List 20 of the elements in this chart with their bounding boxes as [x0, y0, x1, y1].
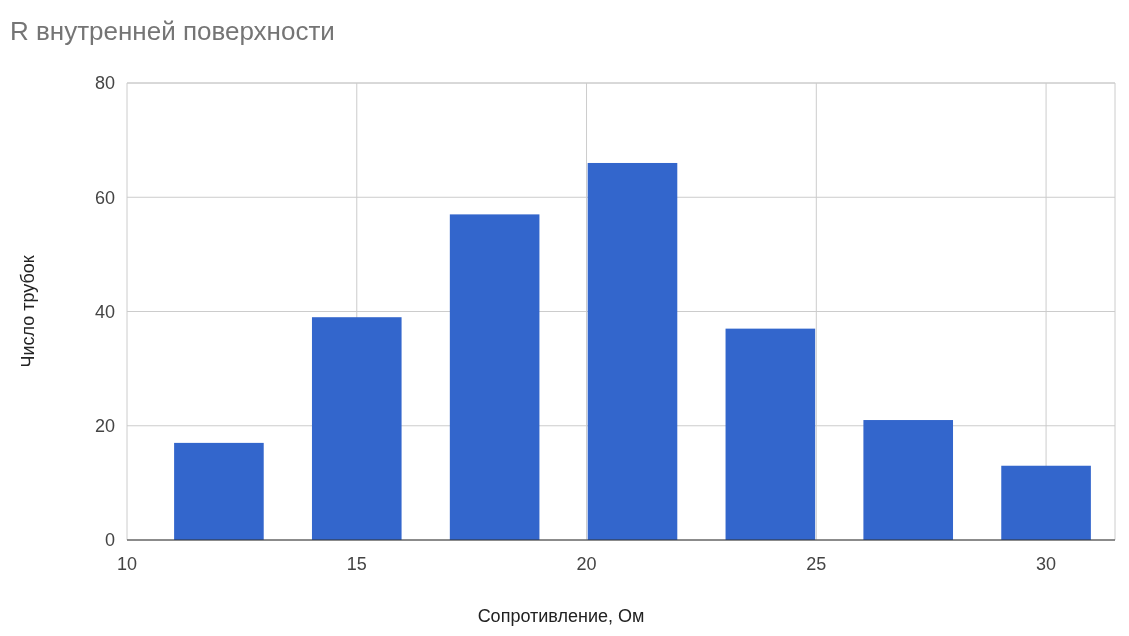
y-tick-label: 20 [94, 416, 115, 437]
bar [725, 328, 816, 540]
bar [863, 420, 954, 540]
bar [449, 214, 540, 540]
bar [587, 162, 678, 540]
y-tick-label: 80 [94, 73, 115, 94]
y-tick-label: 60 [94, 187, 115, 208]
x-tick-label: 25 [806, 554, 827, 574]
x-tick-label: 15 [346, 554, 367, 574]
chart-title: R внутренней поверхности [10, 16, 335, 46]
bar [311, 317, 402, 540]
y-tick-label: 40 [94, 301, 115, 322]
y-tick-label: 0 [104, 530, 115, 551]
x-tick-label: 20 [576, 554, 597, 574]
y-axis-title: Число трубок [18, 255, 38, 368]
x-axis-title: Сопротивление, Ом [477, 606, 645, 626]
bar [1001, 465, 1091, 540]
x-tick-label: 10 [116, 554, 138, 574]
x-tick-label: 30 [1036, 554, 1057, 574]
bar [174, 442, 264, 540]
